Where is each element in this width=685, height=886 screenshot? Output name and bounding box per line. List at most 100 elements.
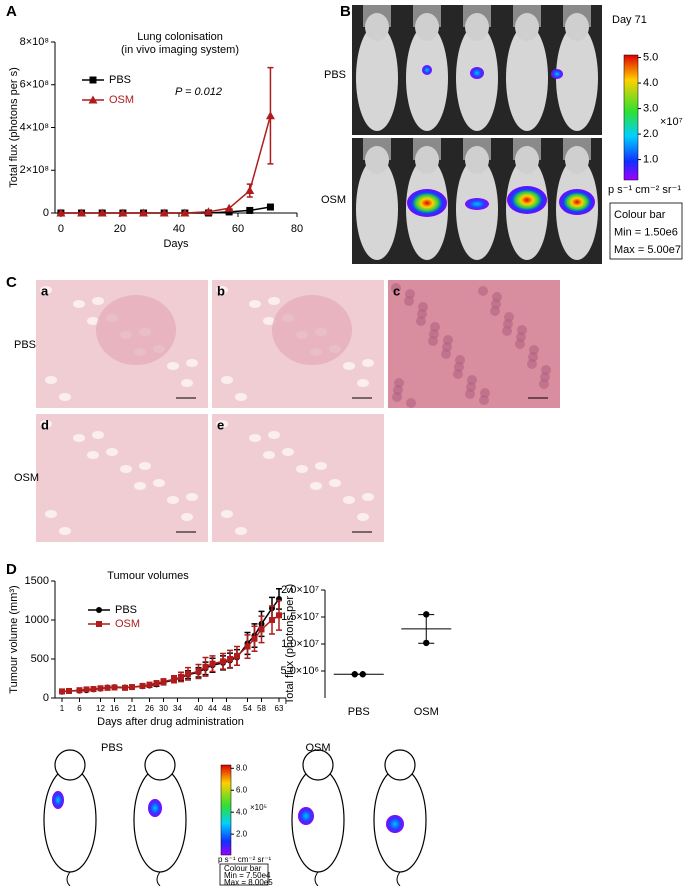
alveolus bbox=[216, 286, 228, 294]
marker bbox=[224, 203, 234, 212]
alveolus bbox=[73, 300, 85, 308]
mouse-head bbox=[365, 13, 389, 41]
x-tick-label: 63 bbox=[275, 704, 284, 713]
y-tick-label: 1.0×10⁷ bbox=[281, 638, 319, 650]
marker bbox=[266, 203, 274, 211]
cell-nucleus bbox=[418, 302, 428, 312]
marker bbox=[227, 656, 233, 662]
mouse-head bbox=[415, 146, 439, 174]
colorbar-tick-label: 4.0 bbox=[236, 807, 248, 816]
alveolus bbox=[59, 527, 71, 535]
series-line bbox=[60, 115, 272, 214]
alveolus bbox=[343, 496, 355, 504]
panel-label: D bbox=[6, 561, 17, 578]
alveolus bbox=[235, 527, 247, 535]
mouse-head-outline bbox=[144, 749, 176, 781]
chart-title: Lung colonisation bbox=[137, 31, 223, 43]
marker bbox=[245, 186, 255, 195]
colorbar-box-text: Colour bar bbox=[614, 209, 666, 221]
colorbar-tick-label: 8.0 bbox=[236, 763, 248, 772]
x-tick-label: 40 bbox=[194, 704, 203, 713]
marker bbox=[185, 670, 191, 677]
mouse-head bbox=[465, 146, 489, 174]
marker bbox=[139, 682, 146, 689]
legend-marker bbox=[88, 95, 98, 104]
bioluminescence bbox=[298, 807, 314, 825]
colorbar-tick-label: 5.0 bbox=[643, 51, 658, 63]
marker bbox=[66, 687, 72, 694]
marker bbox=[139, 208, 149, 217]
alveolus bbox=[186, 359, 198, 367]
chart-subtitle: (in vivo imaging system) bbox=[121, 44, 239, 56]
y-tick-label: 8×10⁸ bbox=[20, 36, 49, 48]
mouse-head bbox=[515, 146, 539, 174]
chart-title: Tumour volumes bbox=[107, 570, 189, 582]
colorbar-box-text: Min = 7.50e4 bbox=[224, 871, 271, 880]
y-axis-label: Total flux (photons per s) bbox=[8, 67, 20, 187]
colorbar-exponent: ×10⁵ bbox=[250, 803, 267, 812]
bioluminescence bbox=[465, 198, 489, 210]
y-tick-label: 0 bbox=[43, 692, 49, 704]
bioluminescence bbox=[507, 186, 547, 214]
mouse-head bbox=[565, 13, 589, 41]
alveolus bbox=[153, 479, 165, 487]
marker bbox=[178, 673, 184, 680]
alveolus bbox=[268, 297, 280, 305]
x-tick-label: 58 bbox=[257, 704, 266, 713]
marker bbox=[202, 663, 209, 670]
legend-marker bbox=[89, 76, 97, 84]
subpanel-label: d bbox=[41, 417, 49, 432]
group-label: PBS bbox=[101, 742, 123, 754]
row-label: PBS bbox=[324, 69, 346, 81]
alveolus bbox=[296, 465, 308, 473]
alveolus bbox=[167, 496, 179, 504]
marker bbox=[203, 207, 213, 216]
y-tick-label: 500 bbox=[31, 653, 49, 665]
bioluminescence bbox=[470, 67, 484, 79]
colorbar-tick-label: 2.0 bbox=[236, 829, 248, 838]
colorbar-tick-label: 6.0 bbox=[236, 785, 248, 794]
data-point bbox=[423, 639, 430, 647]
cell-nucleus bbox=[430, 322, 440, 332]
x-tick-label: 16 bbox=[110, 704, 119, 713]
cell-nucleus bbox=[504, 312, 514, 322]
mouse bbox=[356, 25, 398, 131]
legend-marker bbox=[96, 621, 102, 627]
cell-nucleus bbox=[391, 283, 401, 293]
alveolus bbox=[221, 510, 233, 518]
x-tick-label: 1 bbox=[60, 704, 65, 713]
alveolus bbox=[310, 482, 322, 490]
mouse-outline bbox=[43, 767, 97, 873]
histology-image bbox=[212, 414, 384, 542]
marker bbox=[90, 686, 97, 693]
alveolus bbox=[249, 300, 261, 308]
alveolus bbox=[87, 451, 99, 459]
alveolus bbox=[221, 376, 233, 384]
marker bbox=[56, 208, 66, 217]
cell-nucleus bbox=[394, 378, 404, 388]
y-tick-label: 2×10⁸ bbox=[20, 164, 49, 176]
alveolus bbox=[357, 513, 369, 521]
colorbar-box-text: Max = 8.00e5 bbox=[224, 878, 273, 886]
x-tick-label: 30 bbox=[159, 704, 168, 713]
data-point bbox=[351, 671, 358, 678]
marker bbox=[171, 676, 177, 683]
mouse-outline bbox=[133, 767, 187, 873]
bioluminescence bbox=[422, 65, 432, 75]
marker bbox=[234, 652, 240, 659]
colorbar-tick-label: 2.0 bbox=[643, 128, 658, 140]
cell-nucleus bbox=[455, 355, 465, 365]
mouse-head bbox=[465, 13, 489, 41]
alveolus bbox=[343, 362, 355, 370]
alveolus bbox=[167, 362, 179, 370]
marker bbox=[97, 208, 107, 217]
x-tick-label: 40 bbox=[173, 223, 185, 235]
alveolus bbox=[181, 513, 193, 521]
panel-label: B bbox=[340, 3, 351, 20]
x-tick-label: 54 bbox=[243, 704, 252, 713]
marker bbox=[104, 684, 111, 691]
alveolus bbox=[263, 317, 275, 325]
marker bbox=[159, 208, 169, 217]
legend-marker bbox=[96, 607, 102, 613]
